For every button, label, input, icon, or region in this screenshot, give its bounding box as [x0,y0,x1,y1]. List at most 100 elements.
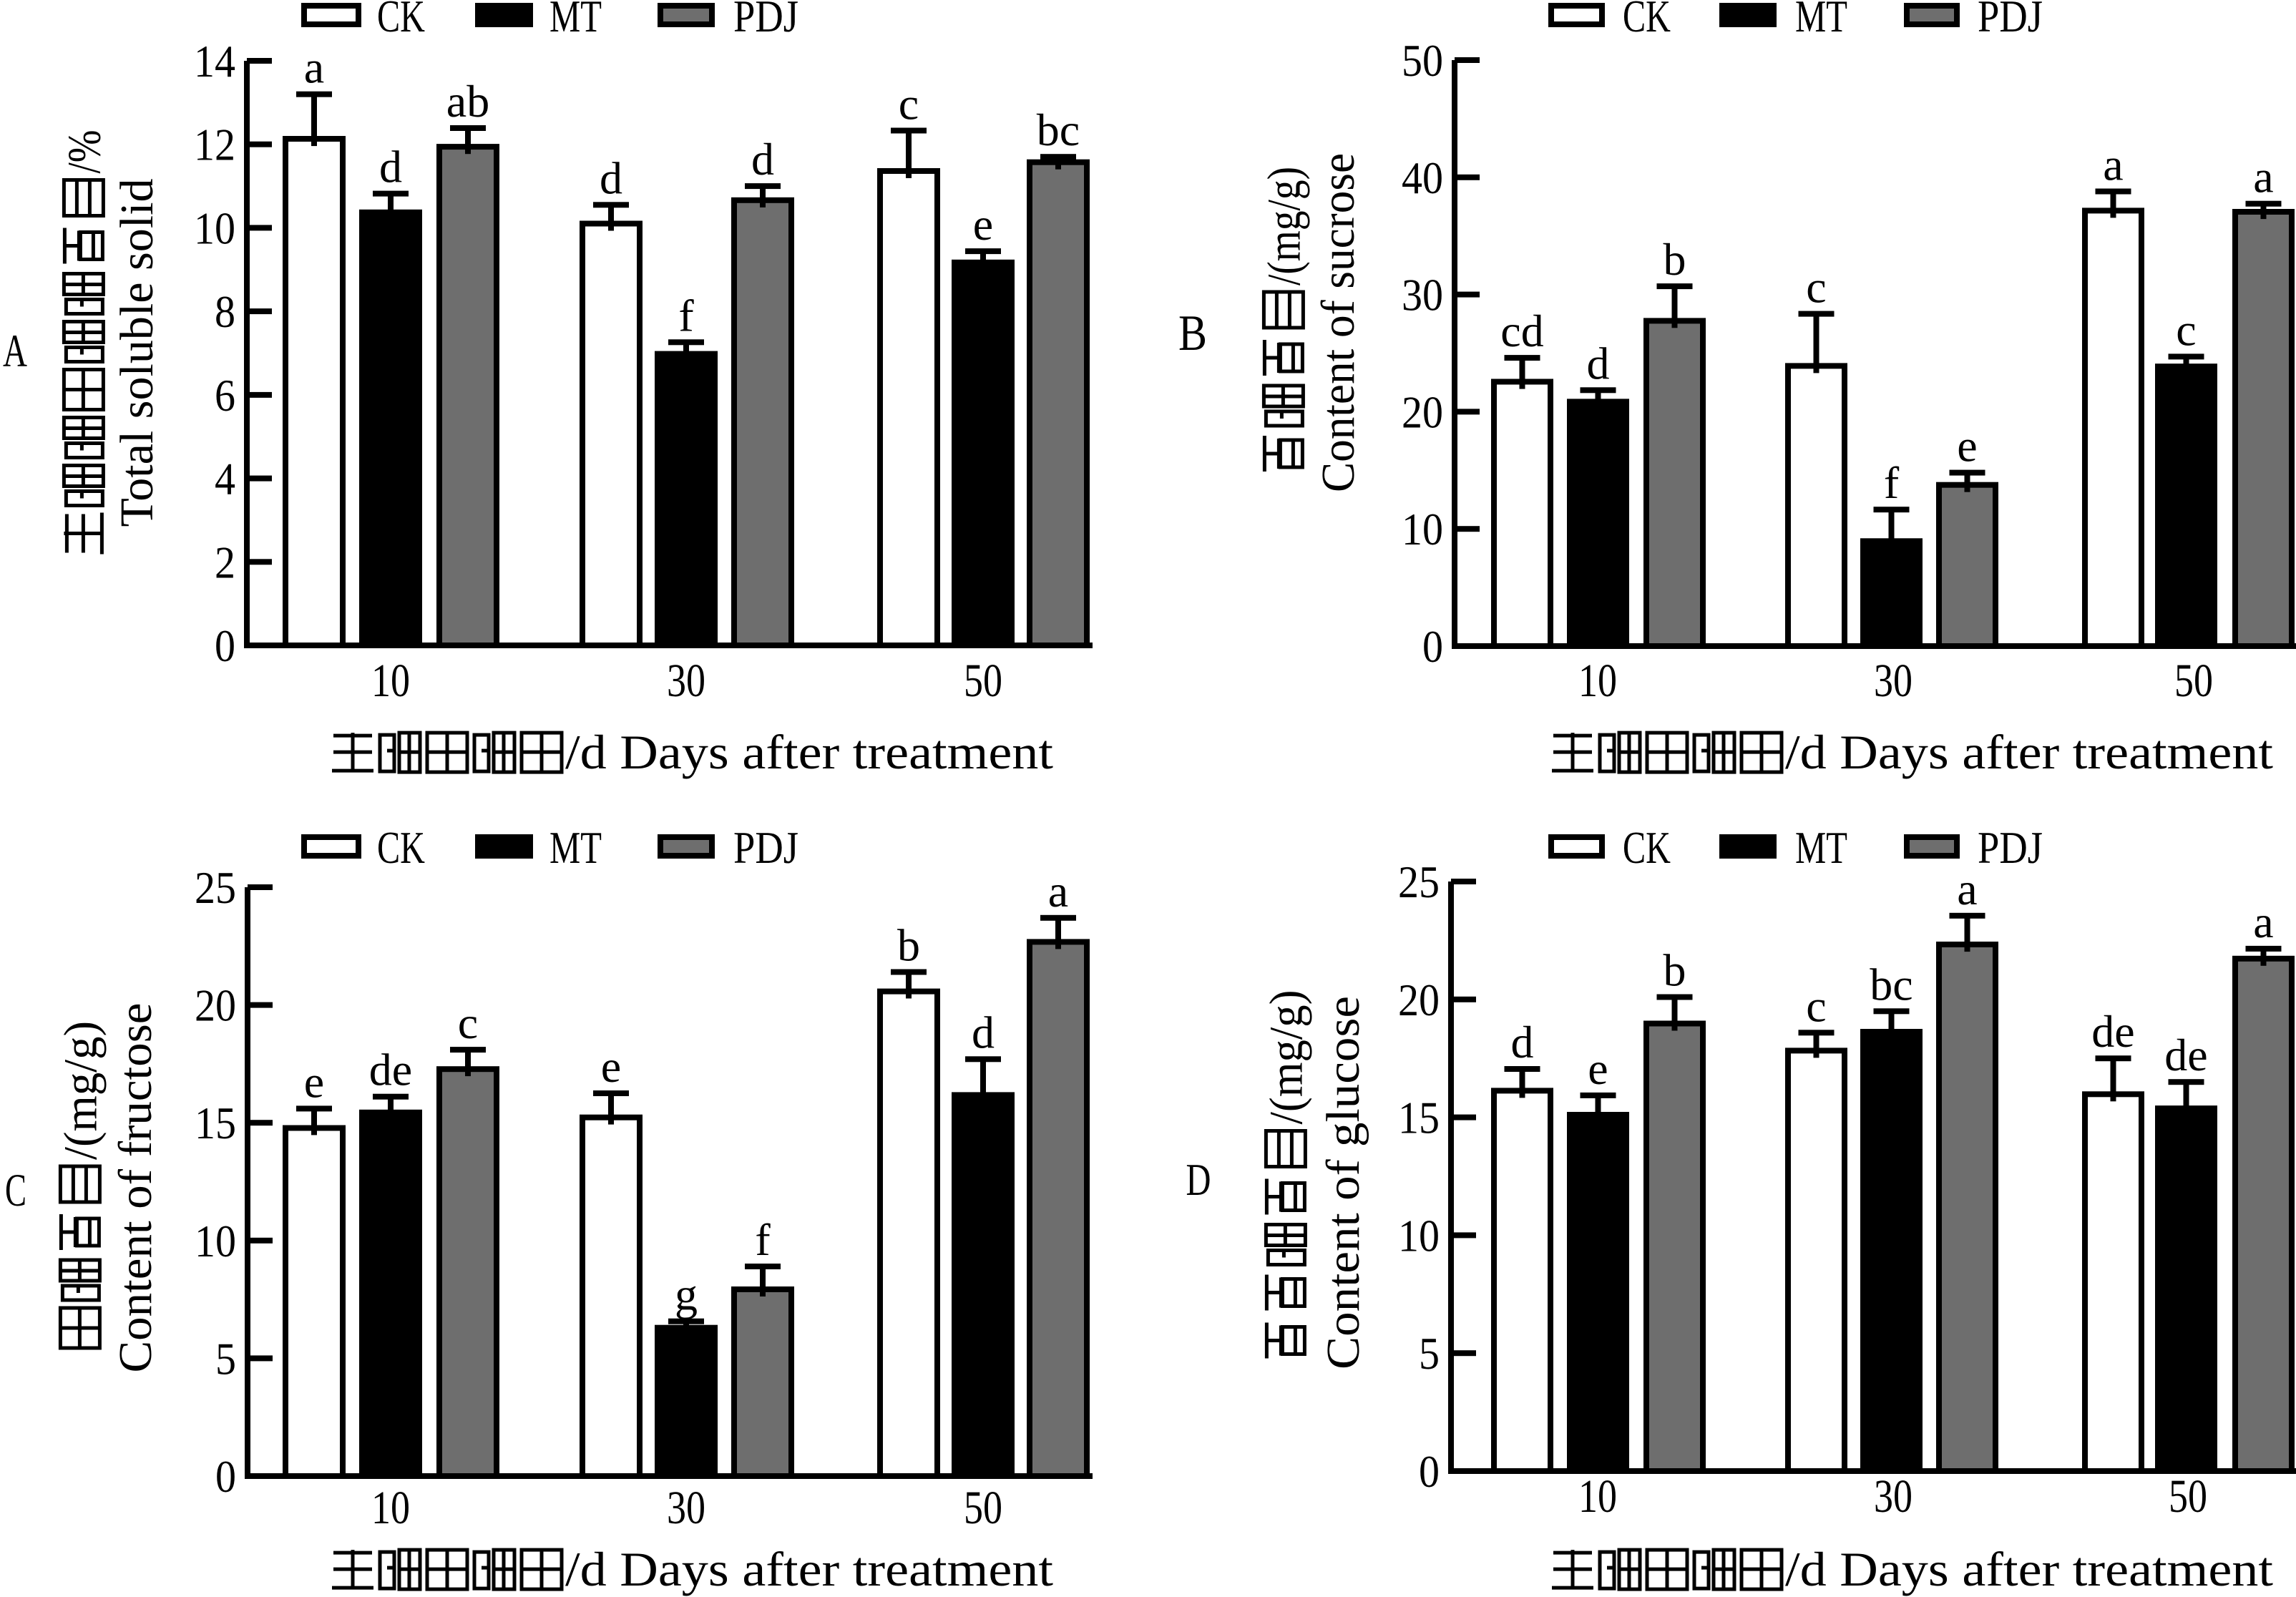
svg-text:Content of glucose: Content of glucose [1317,996,1369,1369]
svg-text:15: 15 [195,1098,236,1148]
svg-text:50: 50 [2174,655,2213,707]
svg-text:e: e [1588,1043,1608,1094]
svg-text:d: d [972,1007,995,1058]
svg-text:Content of sucrose: Content of sucrose [1312,153,1364,492]
svg-text:10: 10 [1398,1210,1440,1261]
svg-text:10: 10 [371,1482,410,1534]
svg-text:d: d [600,152,622,203]
svg-text:bc: bc [1870,959,1912,1010]
svg-text:f: f [678,290,694,341]
svg-text:CK: CK [377,822,425,873]
svg-text:30: 30 [1402,270,1443,321]
svg-text:0: 0 [1422,621,1443,672]
svg-text:40: 40 [1402,152,1443,203]
svg-text:/d Days after treatment: /d Days after treatment [565,725,1053,779]
svg-text:A: A [3,326,27,377]
svg-text:d: d [379,142,402,192]
svg-text:c: c [458,997,478,1048]
svg-text:50: 50 [2169,1470,2207,1523]
svg-text:2: 2 [215,537,235,587]
svg-text:e: e [1957,421,1977,472]
svg-text:f: f [1884,457,1900,508]
svg-text:25: 25 [1398,856,1440,907]
svg-text:a: a [1048,866,1068,917]
svg-text:PDJ: PDJ [1978,0,2043,41]
svg-text:b: b [1664,945,1686,996]
svg-text:Content of fructose: Content of fructose [109,1003,162,1373]
svg-text:10: 10 [194,202,235,253]
svg-text:de: de [2164,1030,2207,1080]
svg-text:/(mg/g): /(mg/g) [1260,990,1312,1125]
svg-text:de: de [2091,1006,2134,1057]
svg-text:a: a [304,42,324,93]
svg-text:d: d [1587,338,1610,389]
svg-text:20: 20 [1398,975,1440,1025]
svg-text:b: b [1664,234,1686,285]
svg-text:10: 10 [1402,504,1443,555]
svg-text:10: 10 [371,655,410,707]
svg-text:20: 20 [195,980,236,1031]
svg-text:/d Days after treatment: /d Days after treatment [1785,725,2273,779]
svg-text:14: 14 [194,36,235,87]
svg-text:PDJ: PDJ [1978,822,2043,873]
svg-text:PDJ: PDJ [733,822,798,873]
svg-text:a: a [1957,864,1977,914]
svg-text:PDJ: PDJ [733,0,798,41]
svg-text:MT: MT [549,822,602,873]
svg-text:CK: CK [1623,822,1671,873]
svg-text:/%: /% [58,130,110,174]
svg-text:a: a [2253,897,2273,947]
svg-text:d: d [1511,1017,1534,1068]
svg-text:6: 6 [215,370,235,421]
svg-text:30: 30 [667,655,705,707]
svg-text:10: 10 [1578,655,1617,707]
svg-text:0: 0 [1419,1446,1440,1497]
svg-text:50: 50 [964,1482,1002,1534]
svg-text:c: c [2176,304,2196,355]
svg-text:g: g [675,1269,698,1320]
svg-text:c: c [1806,980,1826,1031]
svg-text:30: 30 [1874,655,1912,707]
svg-text:30: 30 [1874,1470,1912,1523]
svg-text:MT: MT [549,0,602,41]
svg-text:30: 30 [667,1482,705,1534]
svg-text:de: de [369,1045,412,1095]
svg-text:c: c [899,79,919,130]
svg-text:0: 0 [215,620,235,671]
svg-text:e: e [973,199,993,250]
svg-text:50: 50 [964,655,1002,707]
svg-text:20: 20 [1402,386,1443,437]
svg-text:e: e [304,1056,324,1107]
svg-text:8: 8 [215,286,235,337]
svg-text:f: f [755,1214,771,1265]
svg-text:D: D [1186,1155,1211,1205]
svg-text:10: 10 [195,1216,236,1266]
svg-text:MT: MT [1795,0,1847,41]
svg-text:bc: bc [1037,104,1080,155]
svg-text:0: 0 [215,1451,236,1502]
svg-text:c: c [1806,262,1826,313]
svg-text:e: e [601,1041,621,1092]
svg-text:5: 5 [215,1333,236,1384]
svg-text:/d Days after treatment: /d Days after treatment [1785,1542,2273,1596]
svg-text:4: 4 [215,454,235,504]
svg-text:CK: CK [377,0,425,41]
svg-text:b: b [897,920,920,971]
svg-text:MT: MT [1795,822,1847,873]
svg-text:C: C [5,1165,26,1216]
svg-text:50: 50 [1402,35,1443,86]
svg-text:ab: ab [446,76,489,127]
svg-text:Total soluble solid: Total soluble solid [111,179,163,527]
svg-text:25: 25 [195,862,236,913]
svg-text:12: 12 [194,119,235,170]
svg-text:/d Days after treatment: /d Days after treatment [565,1542,1053,1596]
svg-text:cd: cd [1500,306,1543,356]
svg-text:d: d [751,134,774,185]
svg-text:15: 15 [1398,1093,1440,1143]
svg-text:5: 5 [1419,1328,1440,1379]
svg-text:a: a [2103,140,2123,190]
svg-text:10: 10 [1578,1470,1617,1523]
svg-text:/(mg/g): /(mg/g) [54,1021,107,1160]
svg-text:CK: CK [1623,0,1671,41]
svg-text:/(mg/g): /(mg/g) [1258,167,1310,285]
